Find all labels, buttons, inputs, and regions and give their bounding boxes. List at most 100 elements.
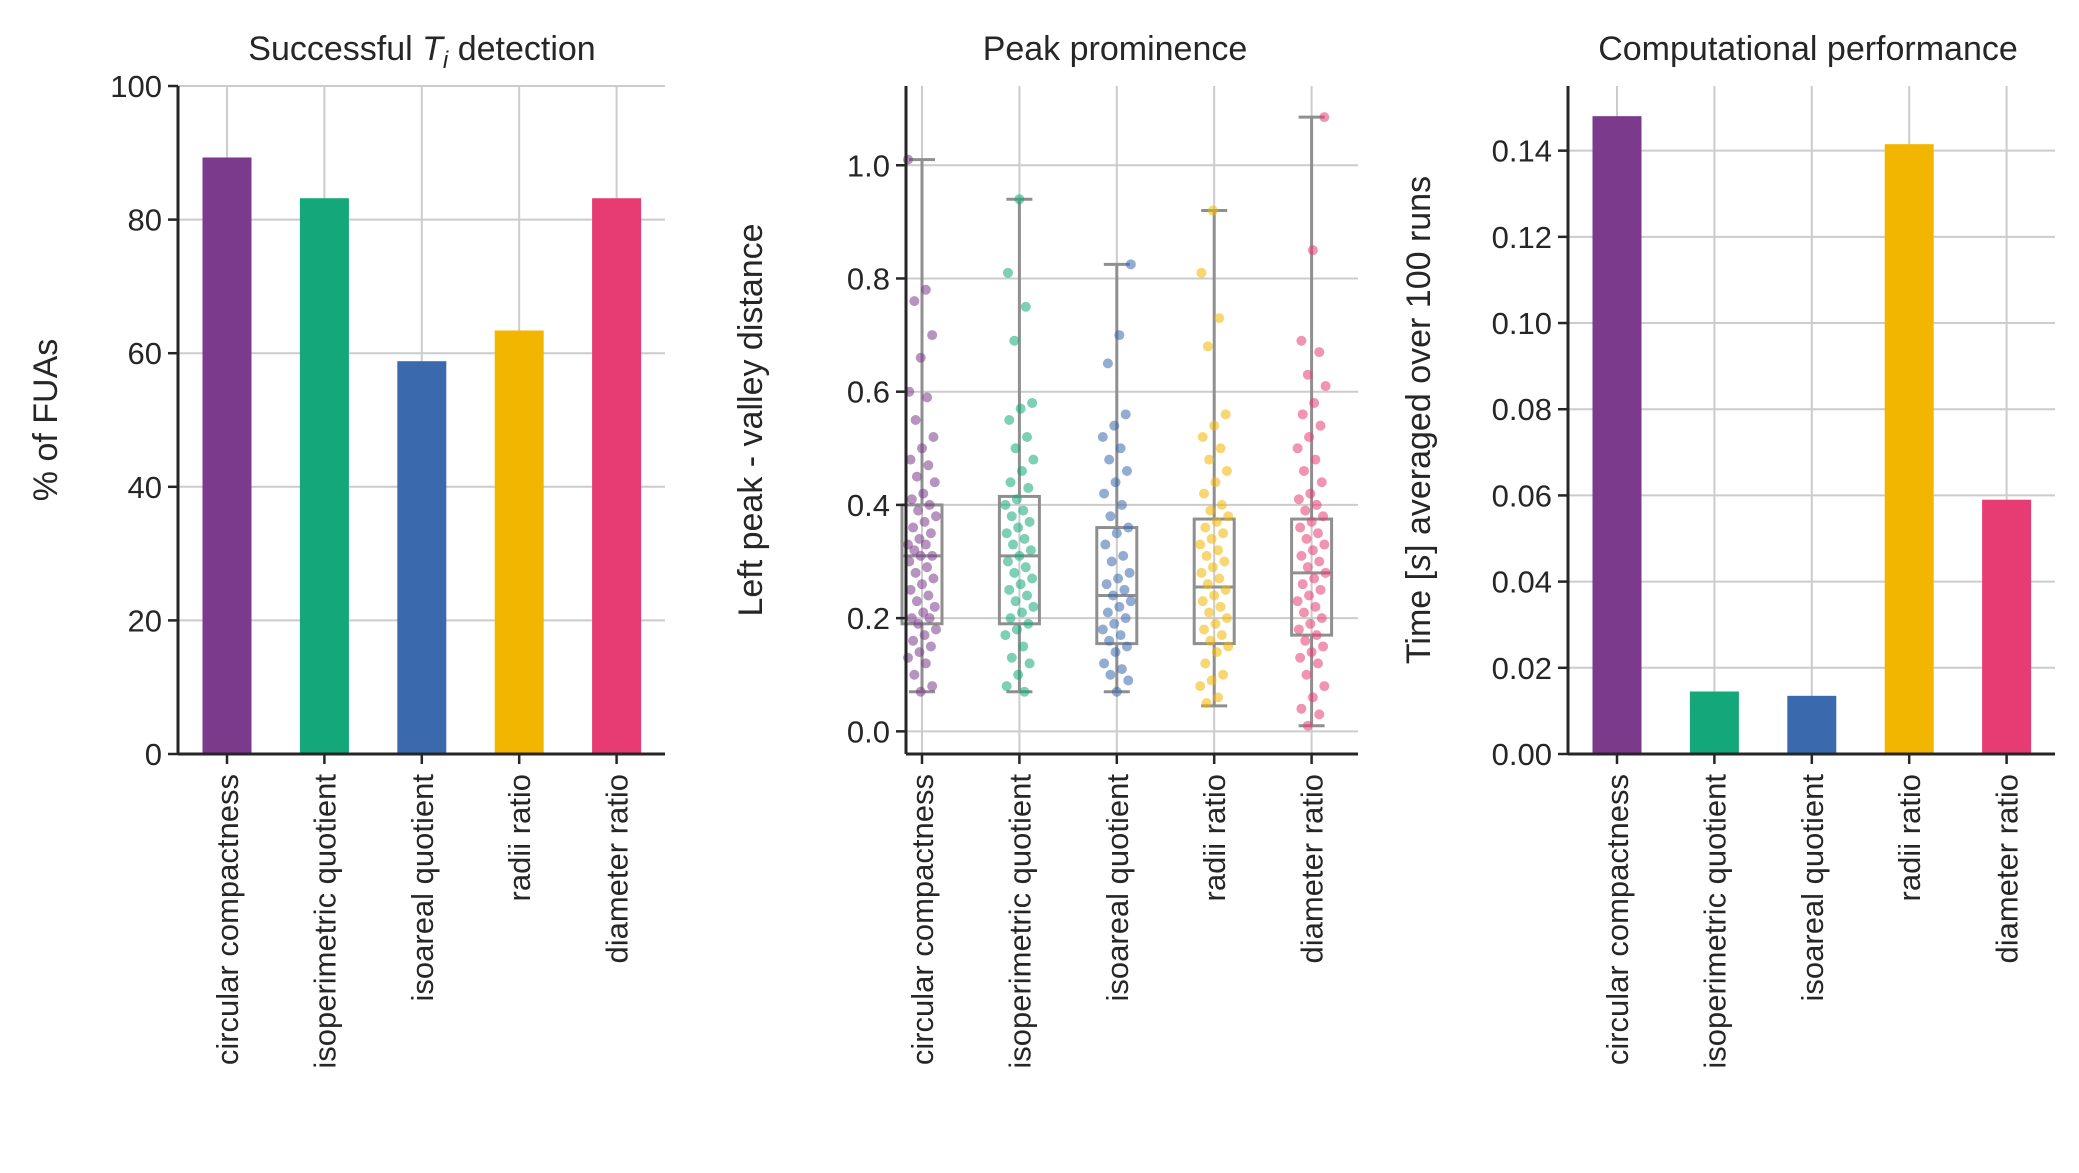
strip-point bbox=[1196, 567, 1207, 578]
y-tick-label: 100 bbox=[110, 69, 162, 104]
strip-point bbox=[1295, 652, 1306, 663]
strip-point bbox=[1197, 596, 1208, 607]
bar-circular-compactness bbox=[202, 157, 252, 754]
strip-point bbox=[913, 618, 924, 629]
strip-point bbox=[1097, 624, 1108, 635]
strip-point bbox=[917, 579, 927, 590]
strip-point bbox=[1000, 499, 1011, 510]
strip-point bbox=[1022, 590, 1033, 601]
strip-point bbox=[1097, 431, 1108, 442]
strip-point bbox=[1004, 415, 1015, 425]
grid-lines bbox=[906, 86, 1358, 754]
strip-point bbox=[1310, 454, 1321, 465]
strip-point bbox=[1311, 630, 1322, 641]
x-tick-label-radii-ratio: radii ratio bbox=[1197, 774, 1232, 902]
strip-point bbox=[1195, 539, 1206, 550]
y-tick-label: 0.10 bbox=[1492, 306, 1552, 341]
strip-point bbox=[1120, 409, 1131, 420]
strip-point bbox=[1014, 550, 1025, 561]
strip-point bbox=[1314, 347, 1325, 358]
strip-point bbox=[1115, 630, 1126, 641]
strip-point bbox=[1102, 358, 1113, 369]
x-ticks: circular compactness isoperimetric quotie… bbox=[905, 754, 1330, 1069]
strip-point bbox=[1296, 335, 1307, 346]
strip-point bbox=[1292, 596, 1303, 607]
strip-point bbox=[1113, 573, 1124, 584]
strip-point bbox=[1109, 420, 1120, 431]
strip-point bbox=[1200, 522, 1211, 533]
strip-point bbox=[1311, 499, 1322, 510]
strip-point bbox=[915, 352, 926, 363]
strip-point bbox=[927, 550, 938, 561]
y-tick-label: 0.2 bbox=[847, 601, 890, 636]
strip-point bbox=[1121, 641, 1132, 652]
strip-point bbox=[924, 613, 935, 624]
strip-point bbox=[1300, 635, 1311, 646]
y-tick-label: 0.12 bbox=[1492, 220, 1552, 255]
strip-point bbox=[1020, 301, 1031, 312]
strip-point bbox=[1120, 613, 1131, 624]
strip-point bbox=[1220, 584, 1231, 595]
strip-point bbox=[1124, 567, 1135, 578]
strip-point bbox=[1018, 505, 1029, 516]
strip-point bbox=[1011, 624, 1022, 635]
strip-point bbox=[1221, 613, 1232, 624]
strip-point bbox=[1106, 556, 1117, 567]
chart-title: Computational performance bbox=[1598, 30, 2018, 68]
strip-point bbox=[1214, 313, 1225, 324]
strip-point bbox=[1023, 482, 1034, 493]
strip-point bbox=[1307, 545, 1318, 556]
strip-point bbox=[1320, 567, 1331, 578]
strip-point bbox=[1013, 522, 1024, 533]
strip-point bbox=[931, 624, 941, 635]
strip-point bbox=[1001, 528, 1012, 539]
strip-point bbox=[1319, 681, 1330, 692]
strip-point bbox=[1019, 533, 1030, 544]
x-tick-label-circular-compactness: circular compactness bbox=[905, 774, 940, 1065]
strip-point bbox=[1201, 550, 1212, 561]
x-tick-label-diameter-ratio: diameter ratio bbox=[1990, 774, 2025, 964]
x-ticks: circular compactness isoperimetric quotie… bbox=[210, 754, 635, 1069]
strip-point bbox=[925, 641, 936, 652]
strip-point bbox=[1101, 579, 1112, 590]
strip-point bbox=[1300, 505, 1311, 516]
chart-title: Successful Ti detection bbox=[248, 30, 595, 74]
strip-point bbox=[928, 573, 939, 584]
strip-point bbox=[1110, 647, 1121, 658]
strip-point bbox=[1195, 681, 1206, 692]
strip-point bbox=[1025, 545, 1036, 556]
x-tick-label-radii-ratio: radii ratio bbox=[502, 774, 537, 902]
strip-point bbox=[1213, 545, 1224, 556]
strip-point bbox=[927, 681, 938, 692]
bar-radii-ratio bbox=[494, 330, 544, 754]
y-tick-label: 0.04 bbox=[1492, 565, 1552, 600]
strip-point bbox=[1028, 454, 1039, 465]
strip-point bbox=[1310, 601, 1321, 612]
strip-point bbox=[1009, 567, 1020, 578]
bars bbox=[1592, 116, 2032, 755]
strip-point bbox=[905, 454, 916, 465]
strip-point bbox=[1214, 573, 1225, 584]
strip-point bbox=[1209, 590, 1220, 601]
strip-point bbox=[910, 415, 921, 425]
strip-point bbox=[1196, 267, 1207, 278]
panel-successful-detection: 0 20 40 60 80 100 circular compactness isoperi… bbox=[27, 30, 665, 1069]
strip-point bbox=[1312, 528, 1323, 539]
strip-point bbox=[1306, 647, 1317, 658]
strip-point bbox=[1210, 477, 1221, 488]
strip-point bbox=[911, 471, 922, 482]
x-tick-label-isoareal-quotient: isoareal quotient bbox=[405, 774, 440, 1002]
x-tick-label-radii-ratio: radii ratio bbox=[1892, 774, 1927, 902]
strip-point bbox=[929, 477, 940, 488]
strip-point bbox=[1016, 607, 1027, 618]
strip-point bbox=[1314, 556, 1325, 567]
strip-point bbox=[1013, 669, 1024, 680]
y-tick-label: 0.14 bbox=[1492, 134, 1552, 169]
strip-point bbox=[1307, 245, 1318, 256]
strip-point bbox=[1107, 590, 1118, 601]
strip-point bbox=[913, 505, 924, 516]
bar-isoperimetric-quotient bbox=[1689, 691, 1739, 754]
strip-point bbox=[1319, 539, 1330, 550]
bar-isoareal-quotient bbox=[397, 361, 447, 754]
strip-point bbox=[1209, 420, 1220, 431]
